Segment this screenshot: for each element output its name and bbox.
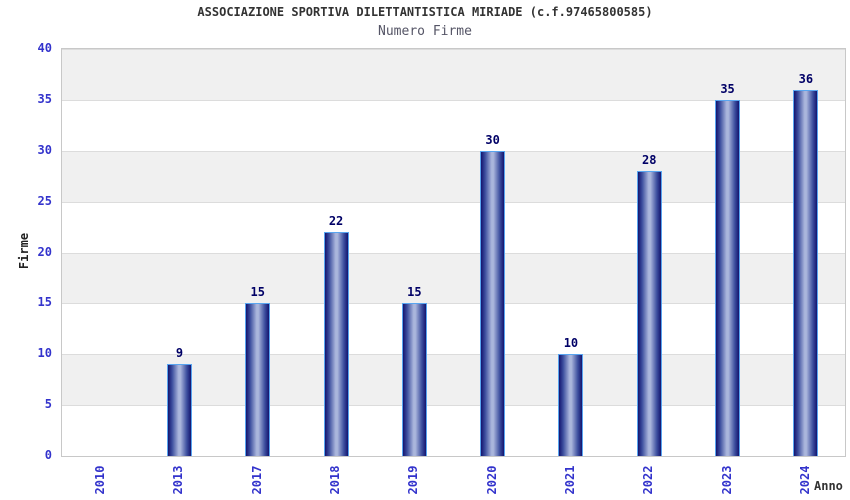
bar-value-label: 36 <box>798 72 814 86</box>
grid-band <box>62 354 845 406</box>
bar <box>245 303 270 456</box>
y-tick-label: 30 <box>37 143 52 157</box>
bar <box>324 232 349 456</box>
x-tick-label: 2024 <box>798 465 812 495</box>
x-tick-label: 2021 <box>563 465 577 495</box>
bar-value-label: 28 <box>642 153 657 167</box>
bar <box>480 151 505 456</box>
bar <box>167 364 192 456</box>
y-tick-label: 0 <box>44 448 52 462</box>
gridline <box>62 49 845 50</box>
grid-band <box>62 252 845 304</box>
bar <box>637 171 662 456</box>
x-tick-label: 2013 <box>171 465 185 495</box>
x-tick-label: 2010 <box>93 465 107 495</box>
x-tick-label: 2018 <box>328 465 342 495</box>
y-tick-label: 5 <box>44 397 52 411</box>
x-tick-label: 2017 <box>250 465 264 495</box>
grid-band <box>62 150 845 202</box>
gridline <box>62 405 845 406</box>
gridline <box>62 253 845 254</box>
bar <box>558 354 583 456</box>
y-tick-label: 10 <box>37 346 52 360</box>
y-tick-label: 25 <box>37 194 52 208</box>
bar-value-label: 15 <box>407 285 422 299</box>
grid-band <box>62 49 845 100</box>
bar-value-label: 22 <box>328 214 344 228</box>
gridline <box>62 354 845 355</box>
gridline <box>62 100 845 101</box>
chart-title: ASSOCIAZIONE SPORTIVA DILETTANTISTICA MI… <box>197 5 653 19</box>
bar <box>715 100 740 456</box>
bar-value-label: 10 <box>563 336 579 350</box>
bar-value-label: 9 <box>175 346 184 360</box>
x-tick-label: 2022 <box>641 465 655 495</box>
x-axis-label: Anno <box>814 479 843 493</box>
plot-area: 9 15 22 15 30 10 28 35 36 <box>61 48 846 457</box>
y-tick-label: 40 <box>37 41 52 55</box>
bar <box>402 303 427 456</box>
bar-value-label: 15 <box>250 285 265 299</box>
gridline <box>62 202 845 203</box>
x-tick-label: 2023 <box>720 465 734 495</box>
x-tick-label: 2020 <box>485 465 499 495</box>
gridline <box>62 151 845 152</box>
y-tick-label: 35 <box>37 92 52 106</box>
bar-value-label: 30 <box>485 133 500 147</box>
x-tick-label: 2019 <box>406 465 420 495</box>
bar-value-label: 35 <box>720 82 735 96</box>
chart-subtitle: Numero Firme <box>378 24 472 39</box>
gridline <box>62 303 845 304</box>
bar <box>793 90 818 456</box>
y-tick-label: 20 <box>37 245 52 259</box>
y-tick-label: 15 <box>37 295 52 309</box>
